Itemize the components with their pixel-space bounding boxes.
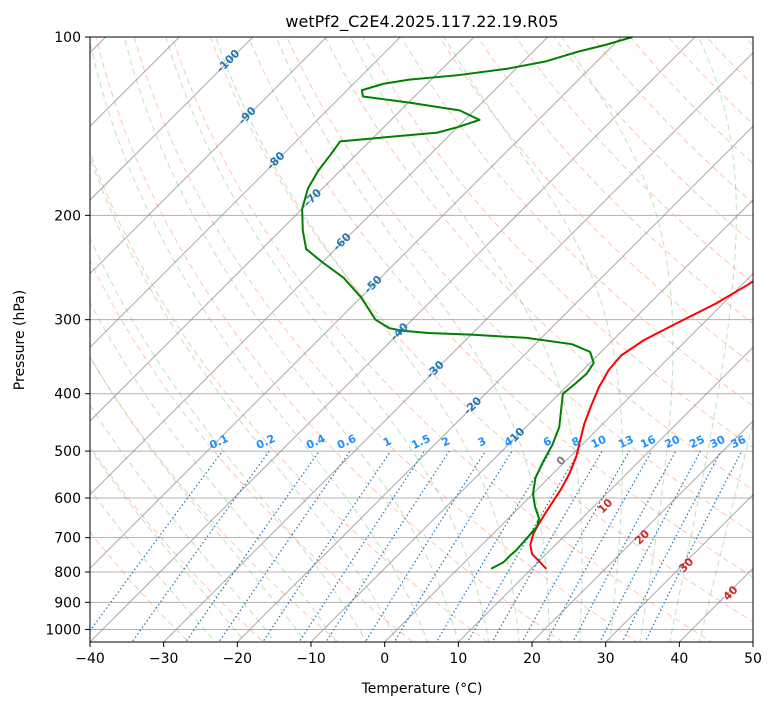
dry-adiabat bbox=[438, 37, 753, 366]
isotherm bbox=[310, 199, 753, 642]
dry-adiabat bbox=[362, 37, 753, 449]
moist-adiabat bbox=[350, 37, 583, 642]
plot-frame bbox=[89, 36, 754, 643]
y-tick-label: 700 bbox=[54, 531, 81, 547]
moist-adiabat bbox=[669, 37, 737, 642]
moist-adiabat bbox=[90, 404, 276, 642]
dry-adiabat bbox=[209, 37, 753, 623]
mixing-ratio-label: 36 bbox=[729, 433, 749, 451]
y-tick-label: 600 bbox=[54, 491, 81, 507]
isotherm bbox=[531, 420, 753, 642]
y-tick-label: 300 bbox=[54, 313, 81, 329]
mixing-ratio-label: 10 bbox=[589, 433, 609, 451]
mixing-ratio-line bbox=[218, 450, 351, 642]
mixing-ratio-line bbox=[364, 450, 486, 642]
moist-adiabat bbox=[90, 355, 307, 642]
moist-adiabat bbox=[561, 37, 674, 642]
moist-adiabat bbox=[215, 37, 520, 642]
mixing-ratio-label: 13 bbox=[616, 433, 635, 451]
mixing-ratio-line bbox=[491, 450, 603, 642]
x-tick-label: 50 bbox=[744, 651, 762, 667]
moist-adiabat bbox=[90, 40, 429, 642]
mixing-ratio-line bbox=[545, 450, 653, 642]
moist-adiabat bbox=[699, 420, 753, 642]
moist-adiabat bbox=[90, 447, 246, 642]
x-tick-label: 10 bbox=[449, 651, 467, 667]
moist-adiabat bbox=[275, 37, 550, 642]
mixing-ratio-line bbox=[521, 450, 631, 642]
isotherm bbox=[236, 125, 753, 642]
isotherm bbox=[457, 346, 753, 642]
mixing-ratio-label: 20 bbox=[663, 433, 683, 451]
dry-adiabat bbox=[90, 259, 414, 642]
mixing-ratio-line bbox=[262, 450, 392, 642]
mixing-ratio-line bbox=[298, 450, 425, 642]
mixing-ratio-label: 25 bbox=[687, 433, 706, 451]
dry-adiabat bbox=[95, 37, 564, 642]
mixing-ratio-label: 30 bbox=[708, 433, 728, 451]
x-tick-label: 20 bbox=[523, 651, 541, 667]
x-axis-label: Temperature (°C) bbox=[361, 681, 483, 697]
isotherm bbox=[90, 37, 696, 642]
moist-adiabat bbox=[90, 301, 337, 642]
isotherm bbox=[90, 37, 254, 201]
isotherm bbox=[90, 37, 328, 275]
temperature-profile bbox=[529, 280, 753, 570]
x-tick-label: 0 bbox=[380, 651, 389, 667]
y-axis-label: Pressure (hPa) bbox=[12, 290, 28, 390]
dry-adiabat bbox=[90, 531, 190, 642]
mixing-ratio-line bbox=[572, 450, 677, 642]
isotherm bbox=[90, 37, 549, 496]
moist-adiabat bbox=[165, 37, 490, 642]
isotherm bbox=[383, 272, 753, 642]
mixing-ratio-label: 16 bbox=[638, 433, 658, 451]
chart-title: wetPf2_C2E4.2025.117.22.19.R05 bbox=[285, 12, 558, 32]
mixing-ratio-line bbox=[393, 450, 513, 642]
isotherm bbox=[90, 37, 623, 570]
x-tick-label: −40 bbox=[75, 651, 105, 667]
mixing-ratio-line bbox=[466, 450, 580, 642]
x-tick-label: 30 bbox=[597, 651, 615, 667]
dry-adiabat bbox=[90, 150, 489, 642]
moist-adiabat bbox=[443, 37, 624, 642]
y-tick-label: 100 bbox=[54, 30, 81, 46]
mixing-ratio-line bbox=[325, 450, 450, 642]
isotherm bbox=[90, 37, 475, 422]
dry-adiabat bbox=[171, 37, 713, 642]
dry-adiabat bbox=[90, 356, 339, 642]
y-tick-label: 400 bbox=[54, 387, 81, 403]
dry-adiabat bbox=[133, 37, 638, 642]
plot-area bbox=[90, 37, 753, 642]
x-tick-label: 40 bbox=[670, 651, 688, 667]
y-tick-label: 800 bbox=[54, 565, 81, 581]
moist-adiabat bbox=[90, 236, 367, 642]
x-tick-label: −20 bbox=[223, 651, 253, 667]
dry-adiabat bbox=[400, 37, 753, 407]
axes: −40 −30 −20 −10 0 10 20 30 40 50 100 200 300 400 500 60… bbox=[45, 30, 762, 667]
x-tick-label: −30 bbox=[149, 651, 179, 667]
dewpoint-profile bbox=[301, 37, 633, 570]
x-tick-label: −10 bbox=[296, 651, 326, 667]
mixing-ratio-line bbox=[435, 450, 552, 642]
mixing-ratio-line bbox=[90, 450, 223, 632]
mixing-ratio-line bbox=[131, 450, 270, 642]
moist-adiabat bbox=[123, 37, 459, 642]
isotherm bbox=[162, 51, 753, 642]
y-tick-label: 1000 bbox=[45, 622, 81, 638]
isotherm bbox=[90, 37, 181, 128]
y-tick-label: 200 bbox=[54, 208, 81, 224]
dry-adiabat bbox=[90, 445, 265, 642]
y-tick-label: 900 bbox=[54, 595, 81, 611]
isotherm bbox=[90, 37, 402, 349]
isotherm bbox=[604, 493, 753, 642]
mixing-ratio-line bbox=[599, 450, 702, 642]
y-tick-label: 500 bbox=[54, 444, 81, 460]
